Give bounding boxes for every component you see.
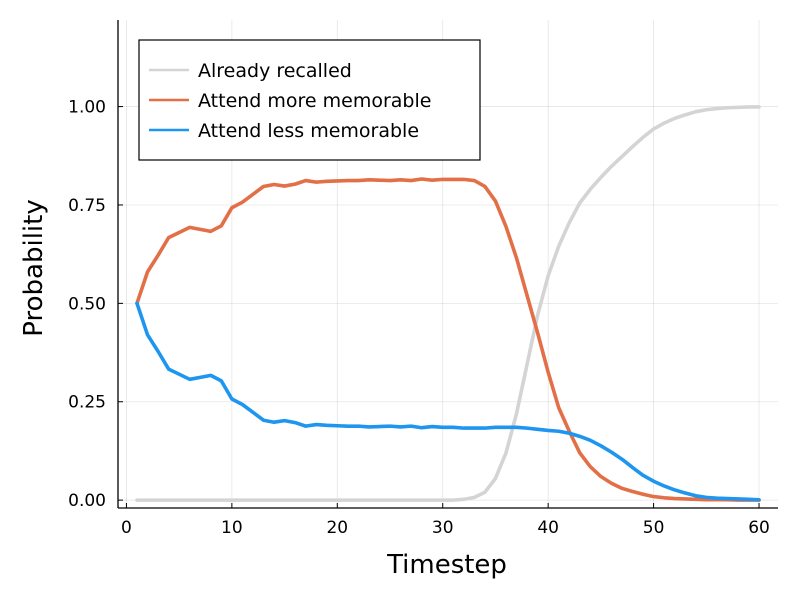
x-tick-label: 60 xyxy=(748,518,770,538)
x-tick-label: 30 xyxy=(432,518,454,538)
x-tick-label: 10 xyxy=(221,518,243,538)
x-tick-label: 50 xyxy=(643,518,665,538)
series-line-1 xyxy=(135,105,761,502)
legend-label-2: Attend more memorable xyxy=(198,90,431,112)
x-axis-label: Timestep xyxy=(386,550,507,580)
y-tick-label: 0.00 xyxy=(68,491,106,511)
y-axis-label: Probability xyxy=(19,199,49,336)
x-tick-label: 40 xyxy=(537,518,559,538)
legend-label-1: Already recalled xyxy=(198,60,352,82)
series-line-2 xyxy=(135,177,761,502)
legend: Already recalled Attend more memorable Att… xyxy=(138,39,481,161)
x-tick-label: 0 xyxy=(121,518,132,538)
legend-label-3: Attend less memorable xyxy=(198,120,419,142)
ticks: 0 10 20 30 40 50 60 0.00 0.25 0.50 0.75 1.00 xyxy=(68,98,770,538)
series-line-3 xyxy=(135,301,761,502)
y-tick-label: 1.00 xyxy=(68,98,106,118)
x-tick-label: 20 xyxy=(326,518,348,538)
axes xyxy=(117,20,778,509)
legend-box xyxy=(138,39,481,161)
y-tick-label: 0.75 xyxy=(68,196,106,216)
y-tick-label: 0.25 xyxy=(68,393,106,413)
y-tick-label: 0.50 xyxy=(68,294,106,314)
series-lines xyxy=(135,105,761,502)
